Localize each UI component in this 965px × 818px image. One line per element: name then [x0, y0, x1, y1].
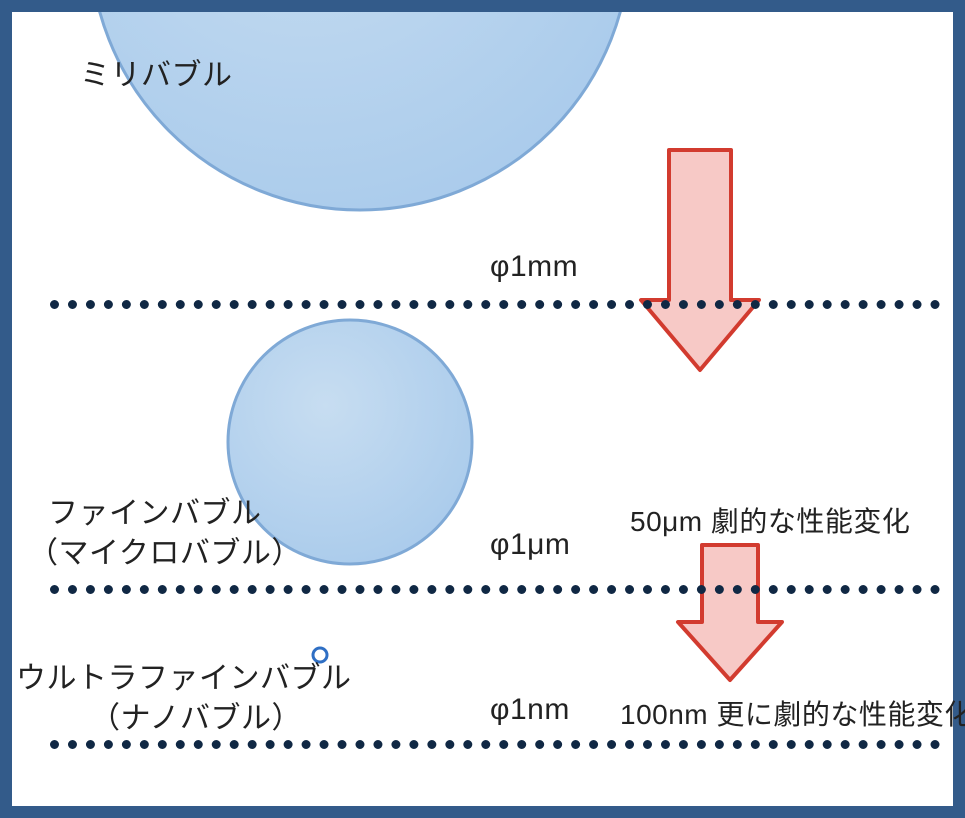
label-phi-1mm: φ1mm: [490, 250, 578, 284]
dotted-divider-3: [50, 740, 940, 749]
label-milli-bubble: ミリバブル: [80, 50, 233, 94]
label-phi-1um: φ1μm: [490, 528, 570, 562]
label-ultrafine-line1: ウルトラファインバブル: [16, 653, 352, 697]
label-ultrafine-line2: （ナノバブル）: [90, 693, 302, 737]
diagram-frame: ミリバブル ファインバブル （マイクロバブル） ウルトラファインバブル （ナノバ…: [0, 0, 965, 818]
dotted-divider-1: [50, 300, 940, 309]
label-phi-1nm: φ1nm: [490, 693, 570, 727]
arrow-down-1: [641, 150, 759, 370]
arrow-down-2: [678, 545, 782, 680]
label-fine-bubble-line1: ファインバブル: [48, 488, 262, 532]
label-perf-50um: 50μm 劇的な性能変化: [630, 500, 910, 540]
label-perf-100nm: 100nm 更に劇的な性能変化: [620, 693, 965, 733]
dotted-divider-2: [50, 585, 940, 594]
bubble-milli: [90, 0, 630, 210]
label-fine-bubble-line2: （マイクロバブル）: [28, 528, 302, 572]
